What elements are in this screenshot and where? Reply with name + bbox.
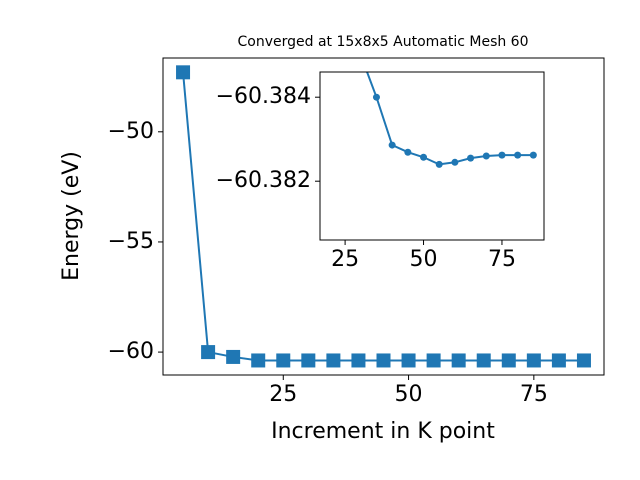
marker — [301, 353, 316, 368]
marker — [451, 158, 459, 166]
series — [176, 65, 591, 368]
marker — [551, 353, 566, 368]
marker — [501, 353, 516, 368]
marker — [451, 353, 466, 368]
marker — [388, 141, 396, 149]
marker — [376, 353, 391, 368]
x-tick-label: 50 — [395, 382, 423, 407]
marker — [226, 349, 241, 364]
x-tick-label: 75 — [520, 382, 548, 407]
marker — [426, 353, 441, 368]
marker — [176, 65, 191, 80]
marker — [435, 160, 443, 168]
marker — [372, 93, 380, 101]
y-axis-label: Energy (eV) — [59, 151, 84, 281]
marker — [401, 353, 416, 368]
x-axis-label: Increment in K point — [271, 419, 495, 444]
marker — [420, 153, 428, 161]
marker — [498, 151, 506, 159]
marker — [404, 148, 412, 156]
chart-title: Converged at 15x8x5 Automatic Mesh 60 — [238, 34, 529, 50]
axes-frame — [319, 71, 545, 241]
marker — [467, 154, 475, 162]
x-tick-label: 75 — [488, 247, 516, 272]
marker — [351, 353, 366, 368]
x-tick-label: 25 — [331, 247, 359, 272]
marker — [251, 353, 266, 368]
y-tick-label: −55 — [108, 229, 154, 254]
marker — [201, 345, 216, 360]
marker — [482, 152, 490, 160]
marker — [576, 353, 591, 368]
x-tick-label: 50 — [410, 247, 438, 272]
marker — [276, 353, 291, 368]
marker — [514, 151, 522, 159]
y-tick-label: −60.382 — [216, 168, 311, 193]
series — [365, 72, 537, 168]
y-tick-label: −60 — [108, 339, 154, 364]
marker — [529, 151, 537, 159]
marker — [476, 353, 491, 368]
marker — [526, 353, 541, 368]
y-tick-label: −60.384 — [216, 84, 311, 109]
y-tick-label: −50 — [108, 119, 154, 144]
marker — [326, 353, 341, 368]
x-tick-label: 25 — [269, 382, 297, 407]
axes-frame — [162, 57, 605, 376]
